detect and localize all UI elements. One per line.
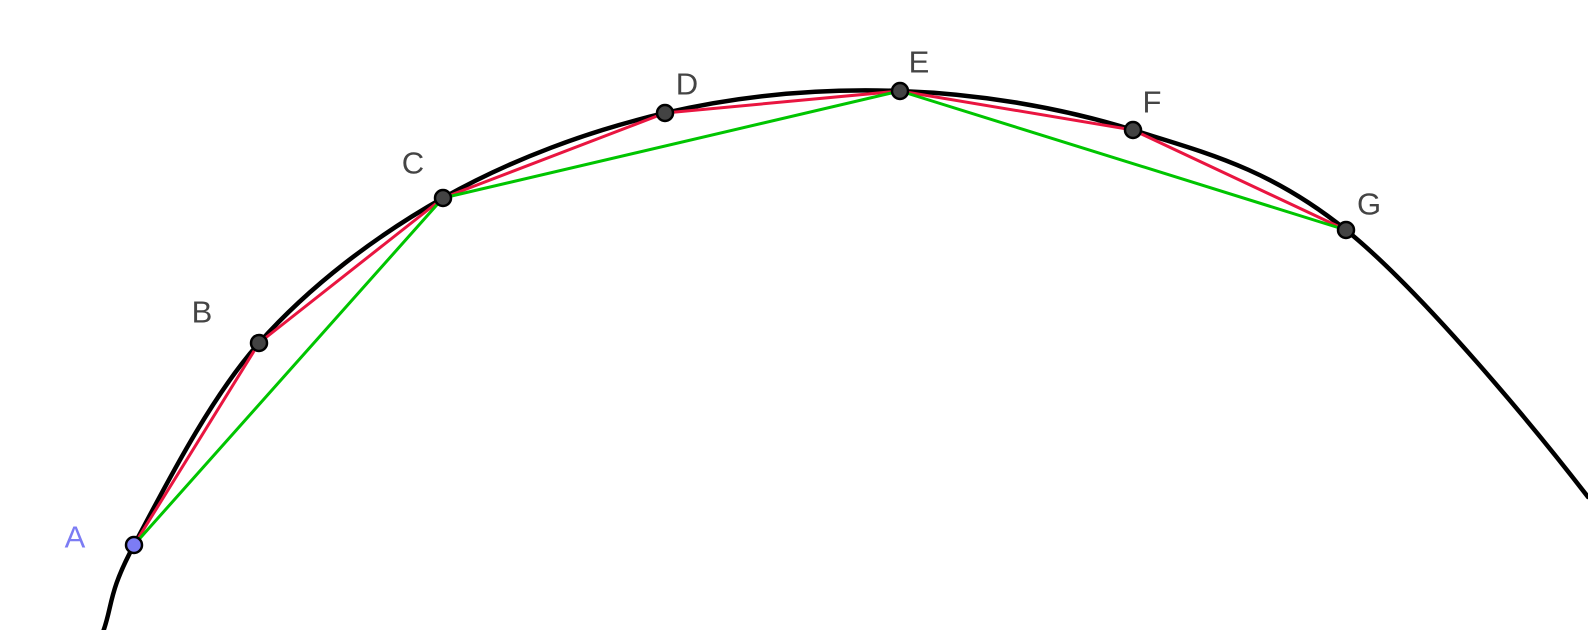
red-chord-FG[interactable] xyxy=(1131,128,1348,232)
red-chord-CD[interactable] xyxy=(441,111,667,200)
green-chord-CE[interactable] xyxy=(441,89,902,200)
red-chord-EF[interactable] xyxy=(898,89,1135,132)
green-chord-AC[interactable] xyxy=(132,196,445,547)
point-G[interactable] xyxy=(1336,220,1356,240)
point-B[interactable] xyxy=(249,333,269,353)
green-chords-layer xyxy=(132,89,1348,547)
red-chord-DE[interactable] xyxy=(663,89,902,115)
point-F[interactable] xyxy=(1123,120,1143,140)
circular-arc[interactable] xyxy=(101,88,1588,630)
green-chord-EG[interactable] xyxy=(898,89,1348,232)
point-C[interactable] xyxy=(433,188,453,208)
points-layer xyxy=(124,81,1356,555)
point-A[interactable] xyxy=(124,535,144,555)
point-D[interactable] xyxy=(655,103,675,123)
red-chords-layer xyxy=(132,89,1348,547)
red-chord-BC[interactable] xyxy=(257,196,445,345)
point-E[interactable] xyxy=(890,81,910,101)
red-chord-AB[interactable] xyxy=(132,341,261,547)
curve-layer xyxy=(101,88,1588,630)
